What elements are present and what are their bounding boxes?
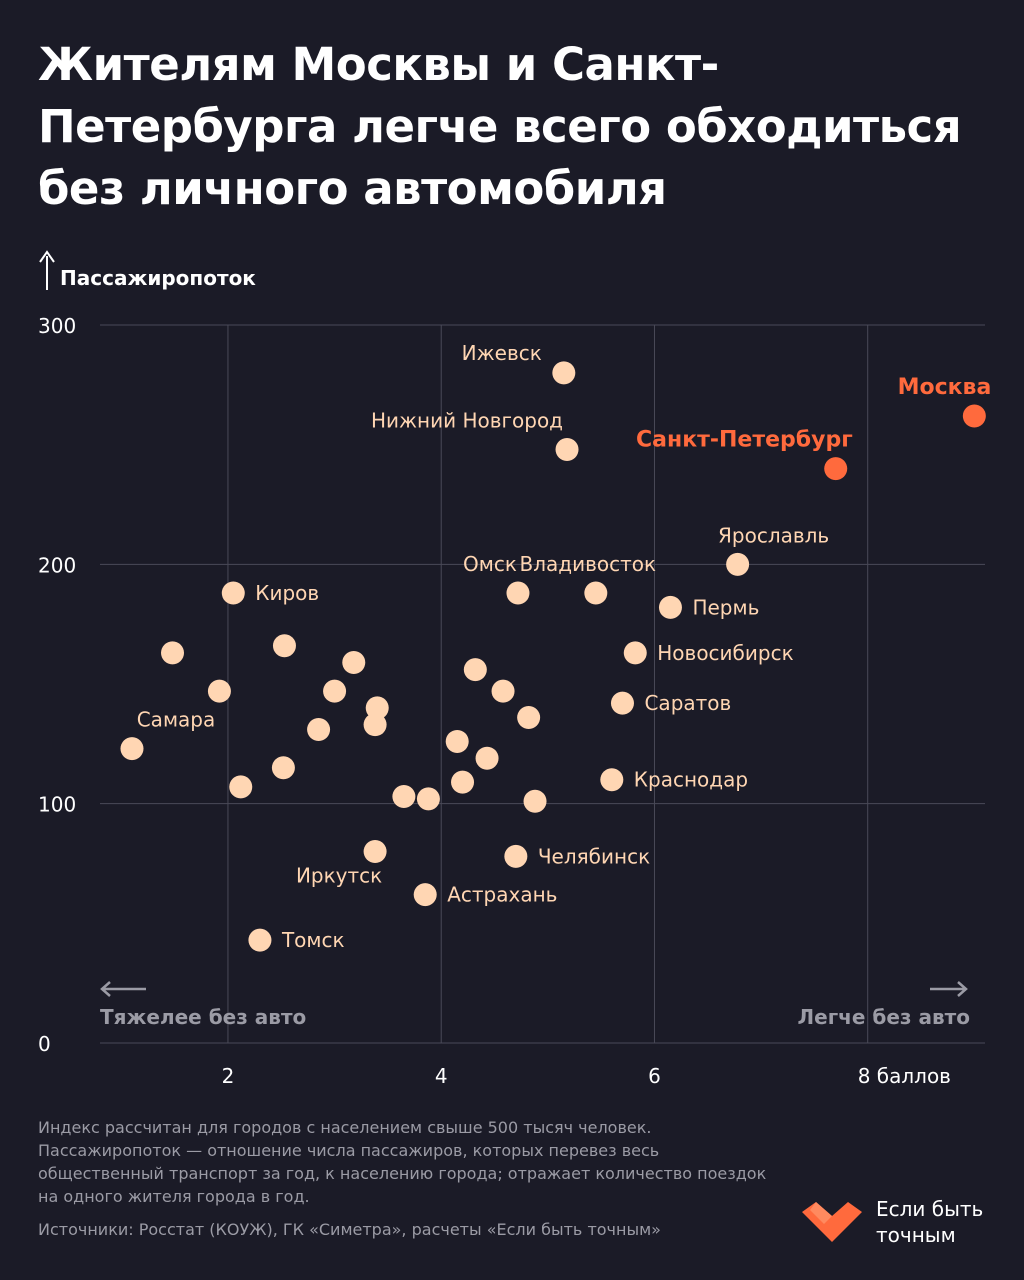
data-point [271,756,295,780]
footnotes: Индекс рассчитан для городов с население… [38,1116,778,1241]
brand-heart-logo [802,1202,862,1242]
data-point [623,641,647,665]
data-point [363,840,387,864]
scatter-chart: Тяжелее без авто Легче без авто 0 100 200 30… [38,250,992,1088]
data-point [610,691,634,715]
x-tick-label: 6 [648,1064,661,1088]
data-point [824,457,848,481]
data-point [272,634,296,658]
data-point [451,770,475,794]
left-annotation: Тяжелее без авто [100,1005,306,1029]
data-point [491,679,515,703]
point-label: Москва [898,375,992,400]
point-label: Ижевск [462,341,542,365]
data-point [416,787,440,811]
data-point [363,713,387,737]
chart-title: Жителям Москвы и Санкт-Петербурга легче … [38,38,962,215]
point-label: Владивосток [520,552,657,576]
data-point [342,650,366,674]
data-point [365,696,389,720]
point-label: Санкт-Петербург [636,428,853,453]
data-point [555,437,579,461]
point-label: Пермь [692,595,759,619]
point-label: Омск [463,552,517,576]
data-point [523,789,547,813]
data-point [517,706,541,730]
point-label: Самара [137,708,216,732]
point-label: Киров [255,581,319,605]
data-point [248,928,272,952]
point-label: Нижний Новгород [371,408,563,432]
point-label: Иркутск [296,864,382,888]
y-tick-label: 0 [38,1032,51,1056]
footnote-text: Индекс рассчитан для городов с население… [38,1118,767,1206]
data-point [323,679,347,703]
y-axis-label: Пассажиропоток [60,266,256,290]
y-tick-label: 200 [38,553,76,577]
data-point [445,729,469,753]
y-tick-label: 100 [38,793,76,817]
data-point [392,784,416,808]
data-point [504,844,528,868]
right-arrow-icon [930,981,968,997]
data-point [413,883,437,907]
data-point [161,641,185,665]
data-point [475,746,499,770]
left-arrow-icon [100,981,146,997]
data-point [506,581,530,605]
x-tick-label: 8 баллов [858,1064,951,1088]
brand-name: Если быть точным [876,1197,984,1247]
point-label: Томск [281,928,345,952]
right-annotation: Легче без авто [798,1005,970,1029]
data-point [584,581,608,605]
point-label: Челябинск [538,844,650,868]
data-point [463,658,487,682]
data-point [552,361,576,385]
x-tick-label: 2 [222,1064,235,1088]
data-point [120,737,144,761]
point-label: Краснодар [634,768,748,792]
point-label: Саратов [644,691,731,715]
data-point [962,404,986,428]
data-point [726,552,750,576]
data-point [229,775,253,799]
y-axis-arrowhead [39,250,55,263]
source-text: Источники: Росстат (КОУЖ), ГК «Симетра»,… [38,1220,661,1239]
data-point [221,581,245,605]
point-label: Ярославль [718,523,829,547]
data-point [207,679,231,703]
point-label: Новосибирск [657,641,793,665]
data-point [658,595,682,619]
x-tick-label: 4 [435,1064,448,1088]
data-point [307,717,331,741]
data-point [600,768,624,792]
y-tick-label: 300 [38,314,76,338]
point-label: Астрахань [447,883,557,907]
